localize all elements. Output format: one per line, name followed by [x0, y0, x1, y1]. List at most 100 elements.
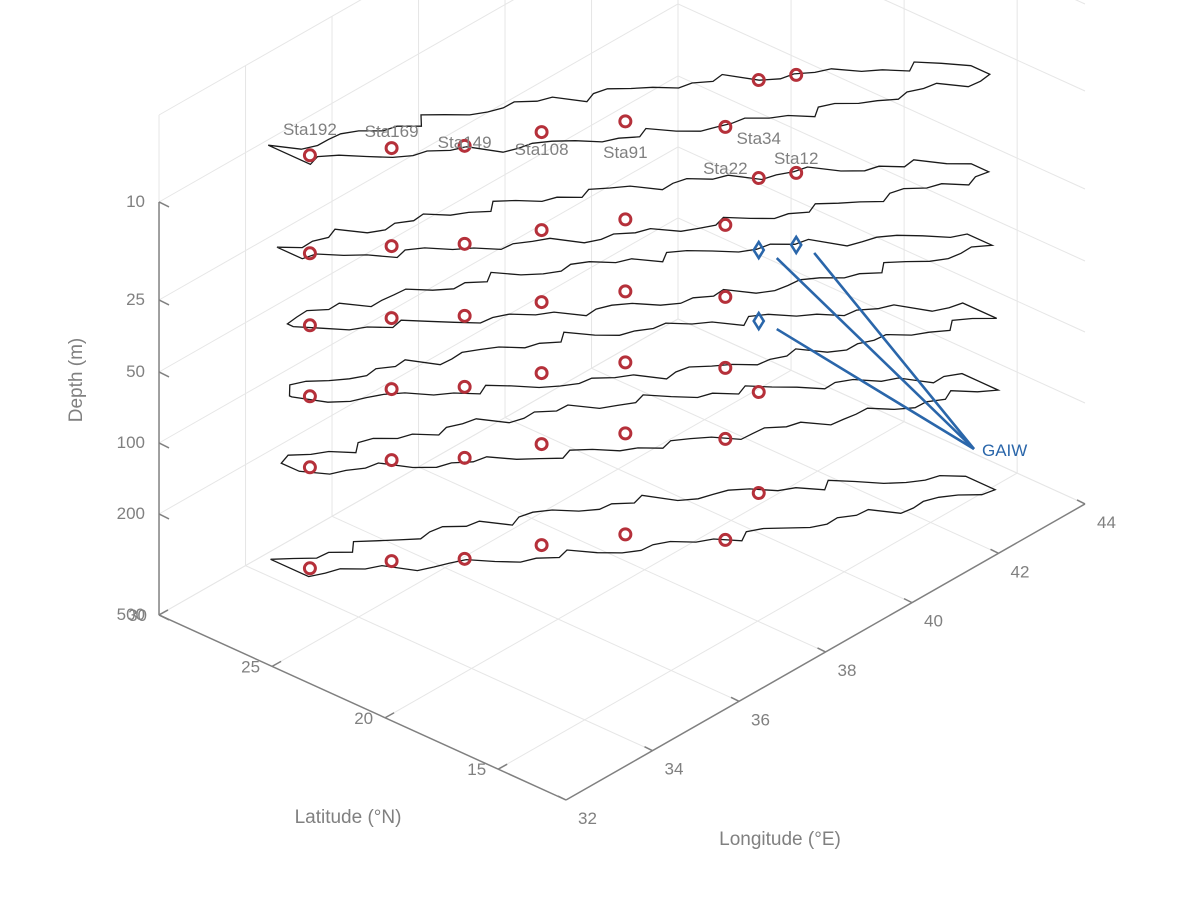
station-marker	[457, 379, 472, 394]
coastline	[286, 233, 995, 331]
x-tick-label: 44	[1097, 513, 1116, 532]
station-marker	[534, 223, 549, 238]
x-axis-title: Longitude (°E)	[719, 829, 841, 850]
y-axis-line	[158, 614, 567, 801]
gaiw-leader-line	[775, 257, 975, 450]
y-tick-label: 25	[241, 657, 260, 676]
station-marker	[618, 527, 633, 542]
station-marker	[718, 119, 733, 134]
x-tick-label: 42	[1011, 562, 1030, 581]
z-tick	[158, 371, 170, 378]
station-marker	[302, 318, 317, 333]
coastline	[270, 474, 997, 578]
gaiw-marker	[752, 310, 766, 332]
station-marker	[751, 385, 766, 400]
station-marker	[618, 426, 633, 441]
station-marker	[789, 67, 804, 82]
station-marker	[751, 73, 766, 88]
station-marker	[718, 217, 733, 232]
y-tick	[497, 763, 508, 770]
x-tick-label: 40	[924, 612, 943, 631]
coastline	[280, 372, 1001, 475]
x-tick	[557, 795, 567, 801]
station-marker	[302, 246, 317, 261]
station-marker	[534, 295, 549, 310]
station-marker	[534, 125, 549, 140]
station-marker	[534, 538, 549, 553]
grid-line	[158, 0, 1086, 116]
grid-line	[158, 75, 1086, 373]
z-tick	[158, 442, 170, 449]
x-tick	[817, 647, 826, 653]
station-marker	[302, 561, 317, 576]
gaiw-label: GAIW	[982, 441, 1027, 460]
coastline	[276, 159, 991, 260]
station-marker	[751, 486, 766, 501]
station-marker	[618, 284, 633, 299]
station-marker	[302, 148, 317, 163]
coastline	[288, 302, 997, 403]
y-tick	[158, 609, 169, 616]
z-tick-label: 100	[117, 433, 145, 452]
z-tick	[158, 513, 170, 520]
station-marker	[618, 212, 633, 227]
grid-line	[497, 472, 1018, 770]
station-marker	[384, 554, 399, 569]
y-axis-title: Latitude (°N)	[295, 807, 402, 828]
station-label: Sta192	[283, 120, 337, 139]
station-marker	[534, 437, 549, 452]
z-tick	[158, 299, 170, 306]
x-tick	[990, 548, 999, 554]
station-marker	[384, 382, 399, 397]
gaiw-leader-line	[813, 252, 976, 450]
station-marker	[618, 355, 633, 370]
grid-line	[158, 146, 1086, 444]
gaiw-marker	[789, 234, 803, 256]
axis-layer: 10 25 50 100 200 500 15 20 25 30 32 34 36 38 40 42 44	[117, 192, 1116, 828]
station-marker	[384, 453, 399, 468]
y-tick	[384, 712, 395, 719]
grid-line	[158, 318, 1086, 616]
station-marker	[534, 366, 549, 381]
grid-line	[158, 0, 1086, 203]
grid-line	[158, 217, 1086, 515]
station-label-layer: Sta192 Sta169 Sta149 Sta108 Sta91 Sta22 Sta34S…	[283, 120, 818, 178]
station-marker	[457, 308, 472, 323]
z-tick	[158, 201, 170, 208]
z-tick-label: 500	[117, 605, 145, 624]
x-tick	[903, 597, 913, 604]
station-marker	[302, 460, 317, 475]
z-tick-label: 10	[126, 192, 145, 211]
station-marker	[789, 165, 804, 180]
station-label: Sta169	[365, 122, 419, 141]
station-marker	[457, 450, 472, 465]
z-tick-label: 50	[126, 362, 145, 381]
x-tick-label: 36	[751, 710, 770, 729]
x-tick	[1076, 499, 1086, 505]
station-marker	[718, 532, 733, 547]
x-tick-label: 32	[578, 809, 597, 828]
marker-layer	[302, 67, 976, 576]
station-marker	[384, 141, 399, 156]
station-marker	[718, 431, 733, 446]
station-marker	[457, 236, 472, 251]
x-tick-label: 38	[838, 661, 857, 680]
station-marker	[384, 311, 399, 326]
z-tick-label: 25	[126, 290, 145, 309]
grid-line	[245, 565, 653, 752]
coastline	[267, 61, 992, 166]
station-marker	[718, 360, 733, 375]
station-marker	[751, 171, 766, 186]
x-tick	[730, 696, 740, 702]
station-marker	[457, 551, 472, 566]
station-marker	[457, 138, 472, 153]
station-label: Sta91	[603, 143, 647, 162]
z-axis-title: Depth (m)	[66, 338, 87, 422]
y-tick-label: 30	[128, 606, 147, 625]
y-tick	[271, 660, 282, 668]
grid-line	[158, 3, 1086, 301]
y-tick-label: 20	[354, 709, 373, 728]
y-tick-label: 15	[467, 760, 486, 779]
x-tick-label: 34	[665, 760, 684, 779]
